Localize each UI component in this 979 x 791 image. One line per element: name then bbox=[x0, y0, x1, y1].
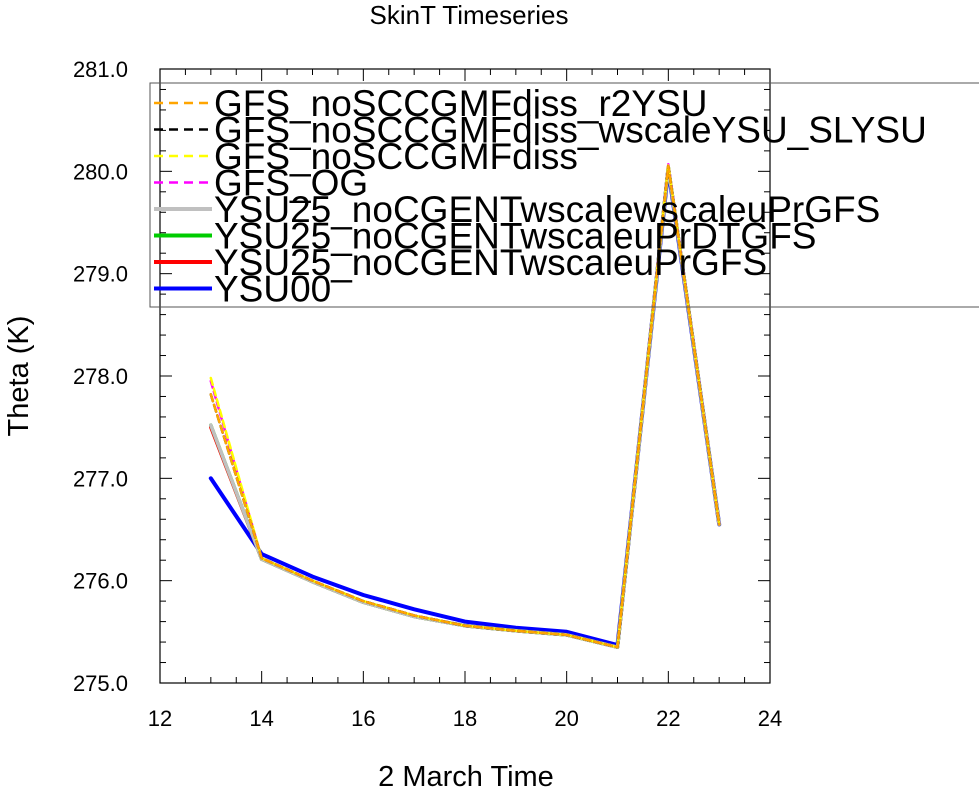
y-tick-label: 277.0 bbox=[73, 466, 128, 491]
y-tick-label: 276.0 bbox=[73, 569, 128, 594]
legend-label: YSU25_noCGENTwscalewscaleuPrGFS bbox=[214, 189, 880, 230]
x-tick-label: 16 bbox=[351, 706, 375, 731]
series-layer bbox=[208, 162, 722, 649]
series-line-7 bbox=[209, 164, 721, 649]
y-tick-label: 281.0 bbox=[73, 57, 128, 82]
legend-label: GFS_OG bbox=[214, 163, 368, 204]
legend-label: YSU25_noCGENTwscaleuPrDTGFS bbox=[214, 216, 816, 257]
x-tick-label: 14 bbox=[249, 706, 273, 731]
legend-box bbox=[149, 82, 979, 308]
y-tick-label: 278.0 bbox=[73, 364, 128, 389]
chart-title: SkinT Timeseries bbox=[370, 0, 569, 30]
legend-label: GFS_noSCCGMFdiss bbox=[214, 136, 578, 177]
legend-label: GFS_noSCCGMFdiss_wscaleYSU_SLYSU bbox=[214, 110, 927, 151]
x-tick-label: 18 bbox=[453, 706, 477, 731]
y-tick-label: 279.0 bbox=[73, 262, 128, 287]
x-axis-title: 2 March Time bbox=[378, 761, 554, 791]
legend-label: YSU25_noCGENTwscaleuPrGFS bbox=[214, 242, 767, 283]
y-tick-label: 280.0 bbox=[73, 159, 128, 184]
ticks-layer bbox=[159, 68, 771, 684]
y-axis-title: Theta (K) bbox=[3, 316, 35, 437]
legend: GFS_noSCCGMFdiss_r2YSUGFS_noSCCGMFdiss_w… bbox=[149, 82, 979, 310]
legend-label: GFS_noSCCGMFdiss_r2YSU bbox=[214, 83, 707, 124]
x-tick-label: 12 bbox=[148, 706, 172, 731]
x-tick-label: 22 bbox=[656, 706, 680, 731]
x-tick-label: 24 bbox=[758, 706, 782, 731]
x-tick-label: 20 bbox=[554, 706, 578, 731]
y-tick-label: 275.0 bbox=[73, 671, 128, 696]
y-tick-labels: 275.0 276.0 277.0 278.0 279.0 280.0 281.0 bbox=[73, 57, 128, 696]
legend-label: YSU00 bbox=[214, 269, 331, 310]
x-tick-labels: 12 14 16 18 20 22 24 bbox=[148, 706, 782, 731]
